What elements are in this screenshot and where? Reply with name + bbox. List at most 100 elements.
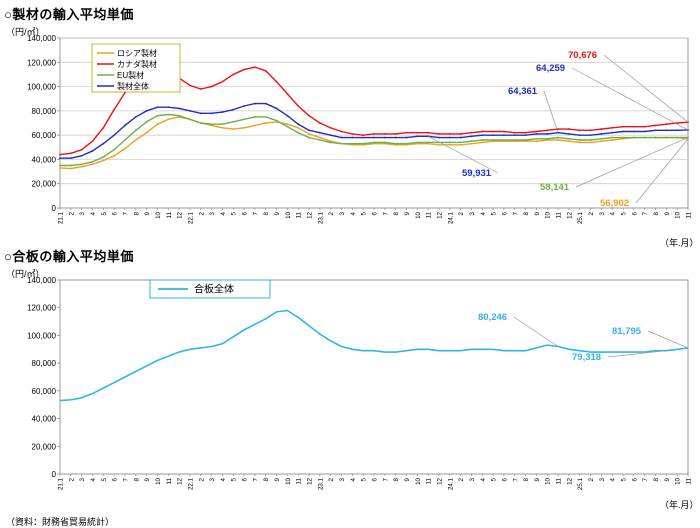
data-point <box>524 131 527 134</box>
annotation-leader <box>427 136 499 174</box>
y-tick-label: 80,000 <box>32 107 57 116</box>
data-point <box>297 131 300 134</box>
x-tick-label: 3 <box>339 477 346 481</box>
data-point <box>199 112 202 115</box>
data-point <box>546 137 549 140</box>
x-tick-label: 10 <box>675 477 682 484</box>
x-tick-label: 2 <box>328 211 335 215</box>
data-point <box>254 102 256 105</box>
x-tick-label: 9 <box>144 477 151 481</box>
data-point <box>503 134 505 137</box>
annotation-leader <box>607 350 667 358</box>
data-point <box>654 136 657 139</box>
annotation-label: 70,676 <box>568 50 597 61</box>
x-tick-label: 9 <box>404 477 411 481</box>
data-point <box>264 102 267 105</box>
data-point <box>264 69 267 72</box>
data-point <box>676 122 679 124</box>
x-tick-label: 7 <box>122 477 129 481</box>
data-point <box>297 126 300 129</box>
data-point <box>189 84 191 87</box>
data-point <box>221 80 224 83</box>
annotation-label: 64,259 <box>536 63 565 74</box>
x-tick-label: 6 <box>501 477 508 481</box>
legend-label: EU製材 <box>117 70 144 80</box>
data-point <box>643 125 646 128</box>
data-point <box>308 133 310 135</box>
x-tick-label: 4 <box>350 211 357 215</box>
data-point <box>643 130 646 133</box>
x-tick-label: 8 <box>133 211 140 215</box>
data-point <box>232 73 235 76</box>
data-point <box>124 139 126 141</box>
data-point <box>243 126 245 129</box>
y-tick-label: 0 <box>52 204 57 213</box>
x-tick-label: 7 <box>382 477 389 481</box>
legend-label: ロシア製材 <box>117 48 157 58</box>
y-tick-label: 100,000 <box>27 331 56 340</box>
data-point <box>622 125 624 128</box>
x-tick-label: 12 <box>566 477 573 484</box>
data-point <box>589 134 592 137</box>
data-point <box>600 140 603 143</box>
annotation-leader <box>603 54 689 123</box>
x-tick-label: 3 <box>209 211 216 215</box>
data-point <box>578 129 581 132</box>
data-point <box>362 134 365 137</box>
data-point <box>405 131 408 134</box>
data-point <box>113 108 116 111</box>
data-point <box>189 109 191 112</box>
data-point <box>568 137 570 140</box>
legend-label: カナダ製材 <box>117 59 157 69</box>
x-tick-label: 2 <box>198 211 205 215</box>
data-point <box>513 131 516 134</box>
data-point <box>221 111 224 113</box>
y-tick-label: 60,000 <box>32 131 57 140</box>
x-tick-label: 24.1 <box>447 211 454 224</box>
data-point <box>394 133 397 135</box>
x-tick-label: 9 <box>274 477 281 481</box>
data-point <box>69 164 72 167</box>
data-point <box>308 114 310 117</box>
x-tick-label: 12 <box>177 211 184 218</box>
data-point <box>611 126 614 129</box>
data-point <box>275 119 278 122</box>
data-point <box>243 68 245 71</box>
x-tick-label: 6 <box>112 211 119 215</box>
data-point <box>210 85 213 88</box>
data-point <box>232 128 235 130</box>
y-tick-label: 140,000 <box>27 276 56 285</box>
data-point <box>492 130 494 133</box>
x-tick-label: 6 <box>242 477 249 481</box>
data-point <box>383 136 386 139</box>
data-point <box>221 123 224 126</box>
data-point <box>178 114 181 117</box>
data-point <box>459 136 462 139</box>
x-tick-label: 2 <box>588 477 595 481</box>
legend-box <box>91 43 181 93</box>
x-tick-label: 2 <box>588 211 595 215</box>
data-point <box>80 154 83 157</box>
x-tick-label: 11 <box>686 477 693 484</box>
data-point <box>383 141 386 144</box>
panel1-svg: 0 20,000 40,000 60,000 80,000 100,000 120,000 1… <box>27 34 692 224</box>
data-point <box>448 143 451 146</box>
data-point <box>254 66 256 69</box>
data-point <box>199 122 202 124</box>
x-tick-label: 12 <box>566 211 573 218</box>
data-point <box>665 123 668 126</box>
x-tick-label: 6 <box>112 477 119 481</box>
data-point <box>134 139 137 141</box>
data-point <box>578 139 581 141</box>
y-tick-label: 100,000 <box>27 83 56 92</box>
y-tick-label: 40,000 <box>32 415 57 424</box>
x-tick-label: 25.1 <box>577 211 584 224</box>
x-tick-label: 6 <box>631 211 638 215</box>
panel1-plot: 0 20,000 40,000 60,000 80,000 100,000 120,000 1… <box>0 30 700 252</box>
data-point <box>470 135 473 138</box>
x-tick-label: 3 <box>469 211 476 215</box>
data-point <box>91 150 94 152</box>
data-point <box>459 133 462 135</box>
data-point <box>665 136 668 139</box>
y-tick-label: 140,000 <box>27 34 56 43</box>
